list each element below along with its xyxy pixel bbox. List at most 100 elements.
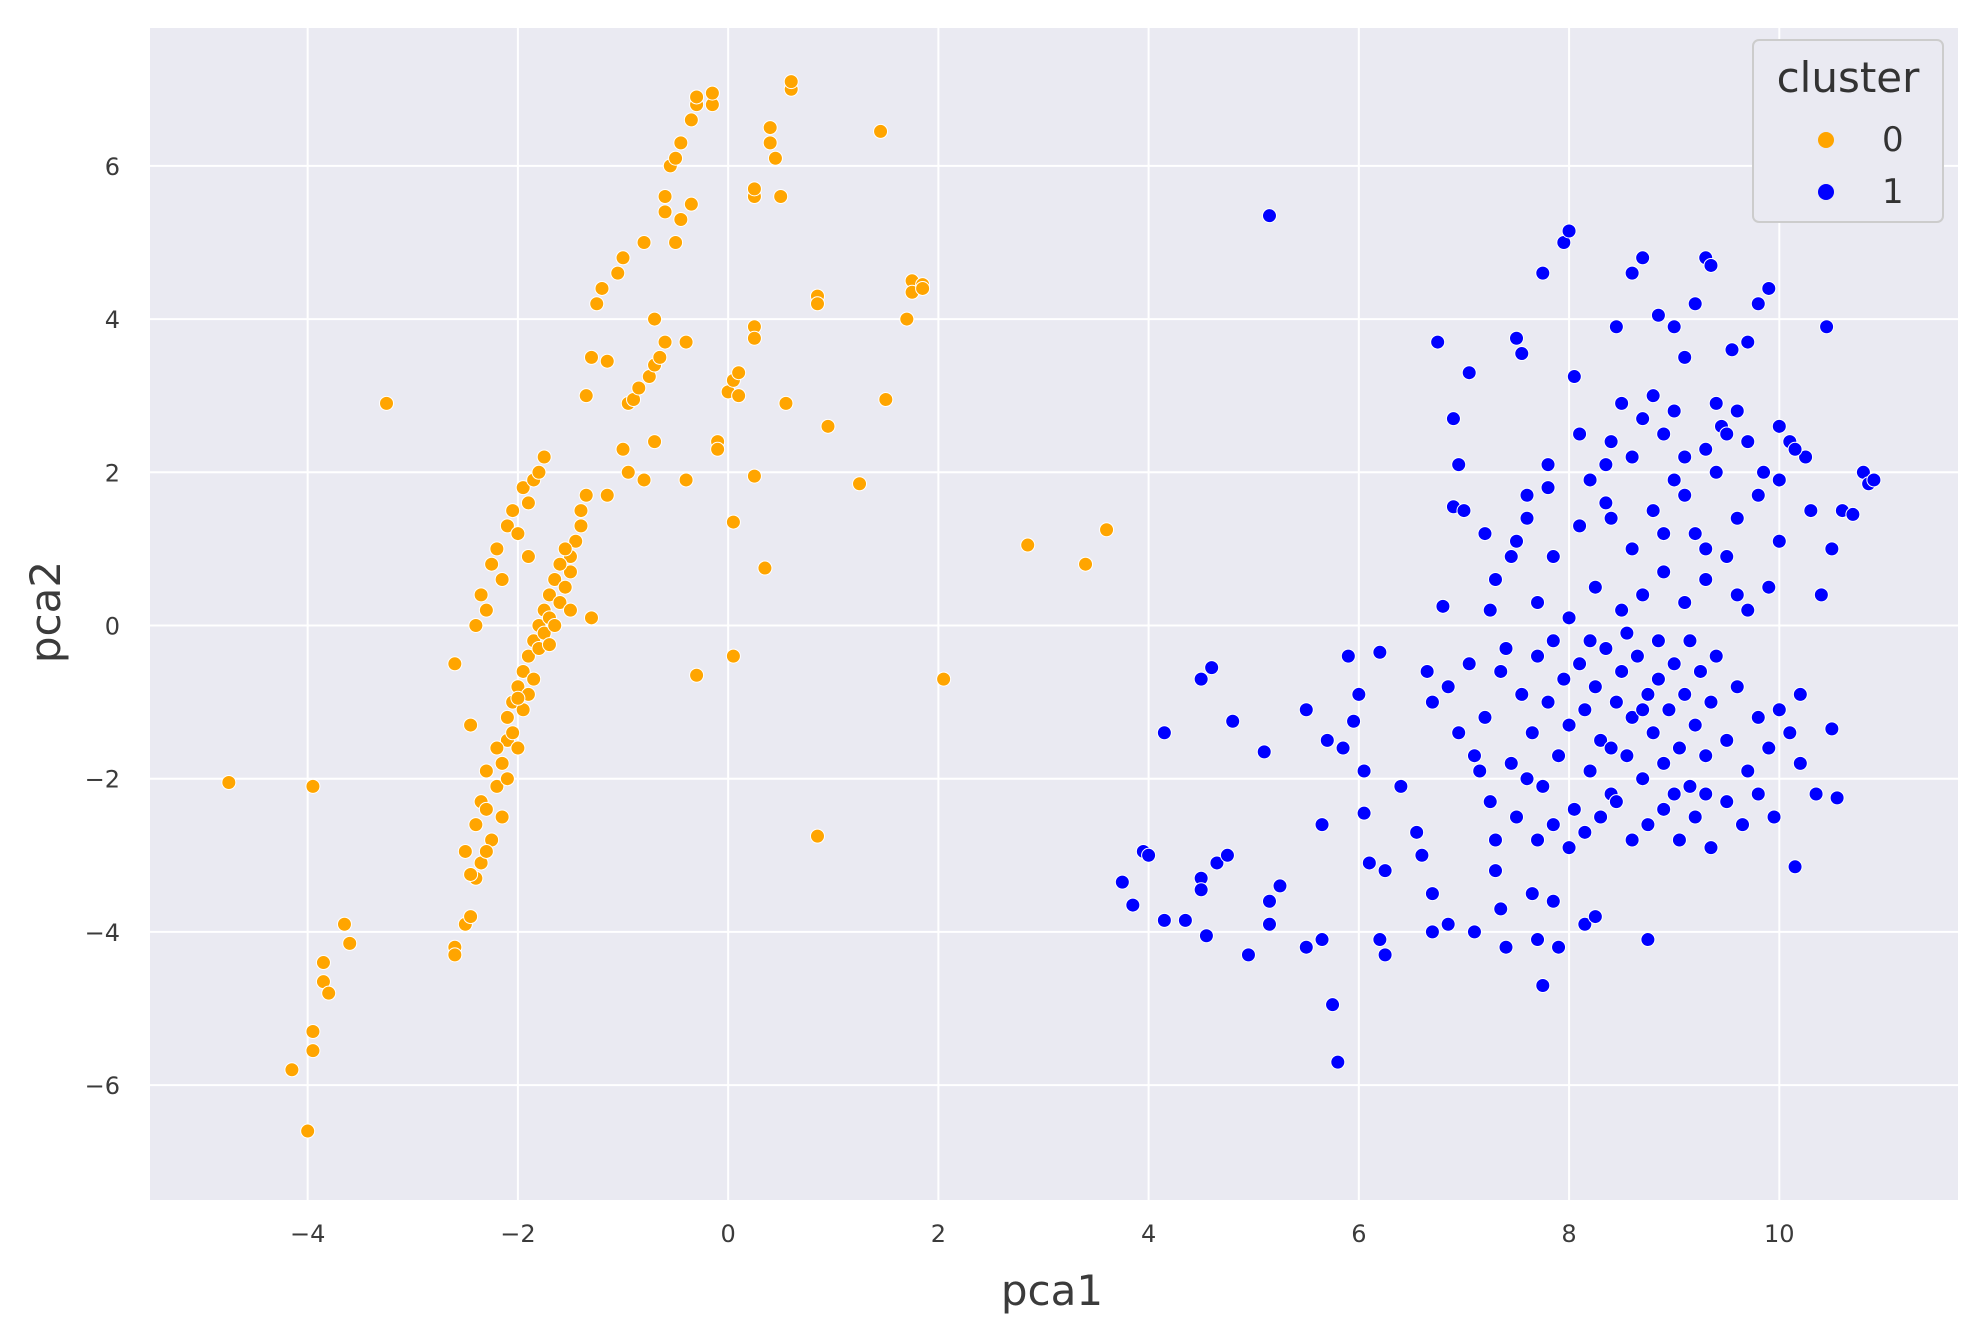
scatter-point-series-1 [1666, 472, 1682, 488]
scatter-point-series-0 [510, 690, 526, 706]
scatter-point-series-1 [1524, 886, 1540, 902]
scatter-point-series-1 [1614, 663, 1630, 679]
scatter-point-series-0 [599, 353, 615, 369]
scatter-point-series-1 [1551, 939, 1567, 955]
scatter-point-series-1 [1593, 732, 1609, 748]
scatter-point-series-1 [1771, 533, 1787, 549]
scatter-point-series-1 [1356, 763, 1372, 779]
scatter-point-series-1 [1530, 832, 1546, 848]
scatter-point-series-1 [1792, 755, 1808, 771]
scatter-point-series-1 [1598, 457, 1614, 473]
scatter-point-series-1 [1498, 640, 1514, 656]
scatter-point-series-0 [520, 648, 536, 664]
scatter-point-series-0 [562, 564, 578, 580]
scatter-point-series-1 [1787, 859, 1803, 875]
scatter-point-series-0 [305, 1043, 321, 1059]
scatter-point-series-0 [878, 392, 894, 408]
scatter-point-series-0 [873, 123, 889, 139]
scatter-point-series-1 [1703, 694, 1719, 710]
scatter-point-series-0 [520, 549, 536, 565]
scatter-point-series-1 [1766, 809, 1782, 825]
scatter-point-series-1 [1624, 541, 1640, 557]
scatter-point-series-1 [1750, 786, 1766, 802]
scatter-point-series-0 [578, 388, 594, 404]
scatter-point-series-0 [541, 587, 557, 603]
scatter-point-series-1 [1687, 717, 1703, 733]
y-tick-label: 0 [105, 612, 120, 640]
scatter-point-series-1 [1319, 732, 1335, 748]
x-tick-label: 4 [1141, 1220, 1156, 1248]
scatter-point-series-1 [1487, 863, 1503, 879]
scatter-point-series-0 [300, 1123, 316, 1139]
scatter-point-series-1 [1225, 713, 1241, 729]
scatter-point-series-1 [1677, 686, 1693, 702]
scatter-point-series-1 [1577, 702, 1593, 718]
scatter-point-series-1 [1424, 886, 1440, 902]
scatter-point-series-1 [1156, 912, 1172, 928]
scatter-point-series-0 [725, 514, 741, 530]
scatter-point-series-1 [1572, 426, 1588, 442]
scatter-point-series-0 [783, 74, 799, 90]
scatter-point-series-1 [1829, 790, 1845, 806]
scatter-point-series-1 [1493, 901, 1509, 917]
scatter-point-series-0 [899, 311, 915, 327]
scatter-point-series-1 [1530, 595, 1546, 611]
scatter-point-series-1 [1787, 441, 1803, 457]
scatter-point-series-1 [1545, 817, 1561, 833]
scatter-point-series-1 [1650, 671, 1666, 687]
scatter-point-series-0 [678, 472, 694, 488]
scatter-point-series-0 [568, 533, 584, 549]
scatter-point-series-0 [583, 610, 599, 626]
scatter-point-series-1 [1424, 694, 1440, 710]
scatter-point-series-1 [1377, 947, 1393, 963]
scatter-point-series-1 [1656, 801, 1672, 817]
scatter-point-series-1 [1635, 587, 1651, 603]
scatter-point-series-0 [647, 434, 663, 450]
scatter-point-series-1 [1645, 388, 1661, 404]
scatter-point-series-1 [1440, 679, 1456, 695]
scatter-point-series-1 [1824, 721, 1840, 737]
scatter-point-series-0 [762, 135, 778, 151]
scatter-point-series-1 [1603, 510, 1619, 526]
scatter-point-series-1 [1682, 778, 1698, 794]
scatter-point-series-1 [1514, 686, 1530, 702]
scatter-point-series-0 [526, 671, 542, 687]
scatter-point-series-1 [1650, 633, 1666, 649]
scatter-point-series-0 [583, 349, 599, 365]
scatter-point-series-0 [447, 947, 463, 963]
scatter-point-series-0 [652, 349, 668, 365]
scatter-point-series-1 [1803, 503, 1819, 519]
scatter-point-series-1 [1624, 265, 1640, 281]
scatter-point-series-0 [494, 809, 510, 825]
scatter-point-series-1 [1540, 480, 1556, 496]
scatter-point-series-1 [1687, 809, 1703, 825]
scatter-point-series-1 [1771, 702, 1787, 718]
scatter-point-series-1 [1561, 610, 1577, 626]
scatter-point-series-1 [1798, 449, 1814, 465]
scatter-point-series-1 [1666, 656, 1682, 672]
scatter-point-series-1 [1325, 997, 1341, 1013]
scatter-point-series-1 [1461, 365, 1477, 381]
scatter-point-series-1 [1114, 874, 1130, 890]
scatter-point-series-1 [1656, 564, 1672, 580]
scatter-point-series-0 [683, 196, 699, 212]
scatter-point-series-1 [1466, 924, 1482, 940]
scatter-point-series-1 [1372, 932, 1388, 948]
scatter-point-series-1 [1261, 208, 1277, 224]
scatter-point-series-0 [484, 556, 500, 572]
scatter-point-series-0 [552, 556, 568, 572]
scatter-point-series-1 [1361, 855, 1377, 871]
scatter-point-series-1 [1729, 587, 1745, 603]
legend-box [1752, 39, 1944, 223]
scatter-point-series-1 [1782, 725, 1798, 741]
scatter-point-series-1 [1698, 748, 1714, 764]
scatter-point-series-0 [463, 909, 479, 925]
x-tick-label: 8 [1561, 1220, 1576, 1248]
scatter-point-series-1 [1650, 307, 1666, 323]
scatter-point-series-1 [1719, 549, 1735, 565]
scatter-point-series-1 [1572, 518, 1588, 534]
scatter-point-series-1 [1519, 510, 1535, 526]
scatter-point-series-0 [499, 518, 515, 534]
x-axis-title: pca1 [1001, 1266, 1103, 1315]
scatter-point-series-1 [1635, 250, 1651, 266]
